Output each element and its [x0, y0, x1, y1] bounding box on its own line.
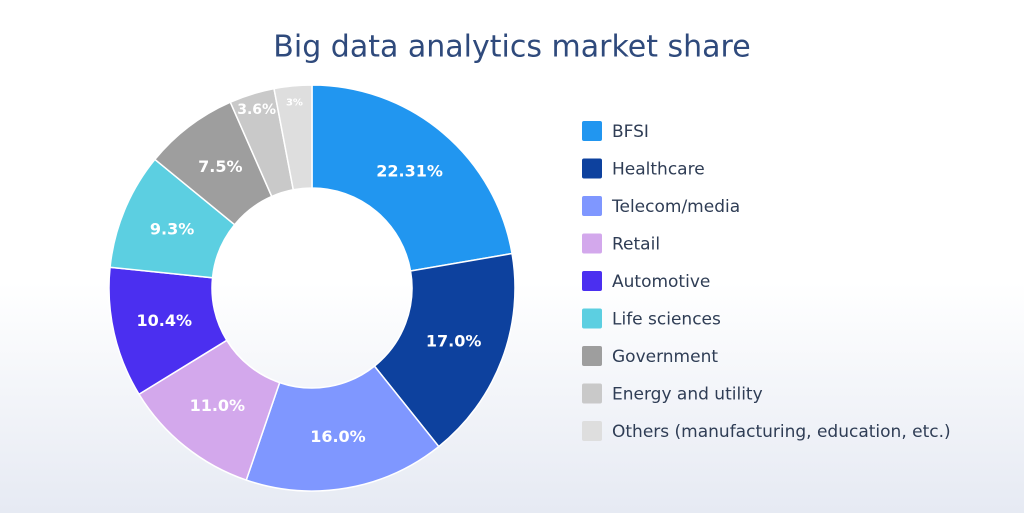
legend-label: Healthcare	[612, 160, 705, 180]
legend-label: Life sciences	[612, 310, 721, 330]
value-label: 10.4%	[137, 311, 193, 330]
legend-swatch	[582, 308, 602, 329]
legend-label: Government	[612, 347, 718, 367]
value-label: 9.3%	[150, 219, 194, 238]
legend-swatch	[582, 271, 602, 291]
value-label: 3%	[286, 97, 303, 108]
legend-swatch	[582, 383, 602, 404]
legend-label: BFSI	[612, 122, 649, 142]
value-label: 22.31%	[376, 162, 443, 181]
value-label: 7.5%	[198, 157, 242, 176]
legend: BFSI Healthcare Telecom/media Retail Automot…	[582, 121, 951, 442]
donut: 22.31% 17.0% 16.0% 11.0% 10.4% 9.3% 7.5% 3.6% 3%	[108, 84, 516, 492]
legend-label: Others (manufacturing, education, etc.)	[612, 422, 951, 442]
value-label: 16.0%	[310, 427, 366, 446]
legend-swatch	[582, 346, 602, 366]
legend-swatch	[582, 233, 602, 254]
slice	[373, 252, 516, 448]
value-label: 3.6%	[237, 102, 276, 118]
legend-swatch	[582, 421, 602, 441]
legend-label: Retail	[612, 235, 660, 255]
slice	[245, 365, 440, 492]
legend-label: Energy and utility	[612, 385, 763, 405]
chart-title: Big data analytics market share	[273, 30, 750, 65]
slice	[311, 84, 513, 272]
legend-swatch	[582, 196, 602, 216]
legend-swatch	[582, 121, 602, 141]
value-label: 11.0%	[190, 396, 246, 415]
legend-label: Automotive	[612, 272, 710, 292]
slice	[273, 84, 313, 191]
legend-label: Telecom/media	[611, 197, 740, 217]
value-label: 17.0%	[426, 331, 482, 350]
legend-swatch	[582, 158, 602, 179]
